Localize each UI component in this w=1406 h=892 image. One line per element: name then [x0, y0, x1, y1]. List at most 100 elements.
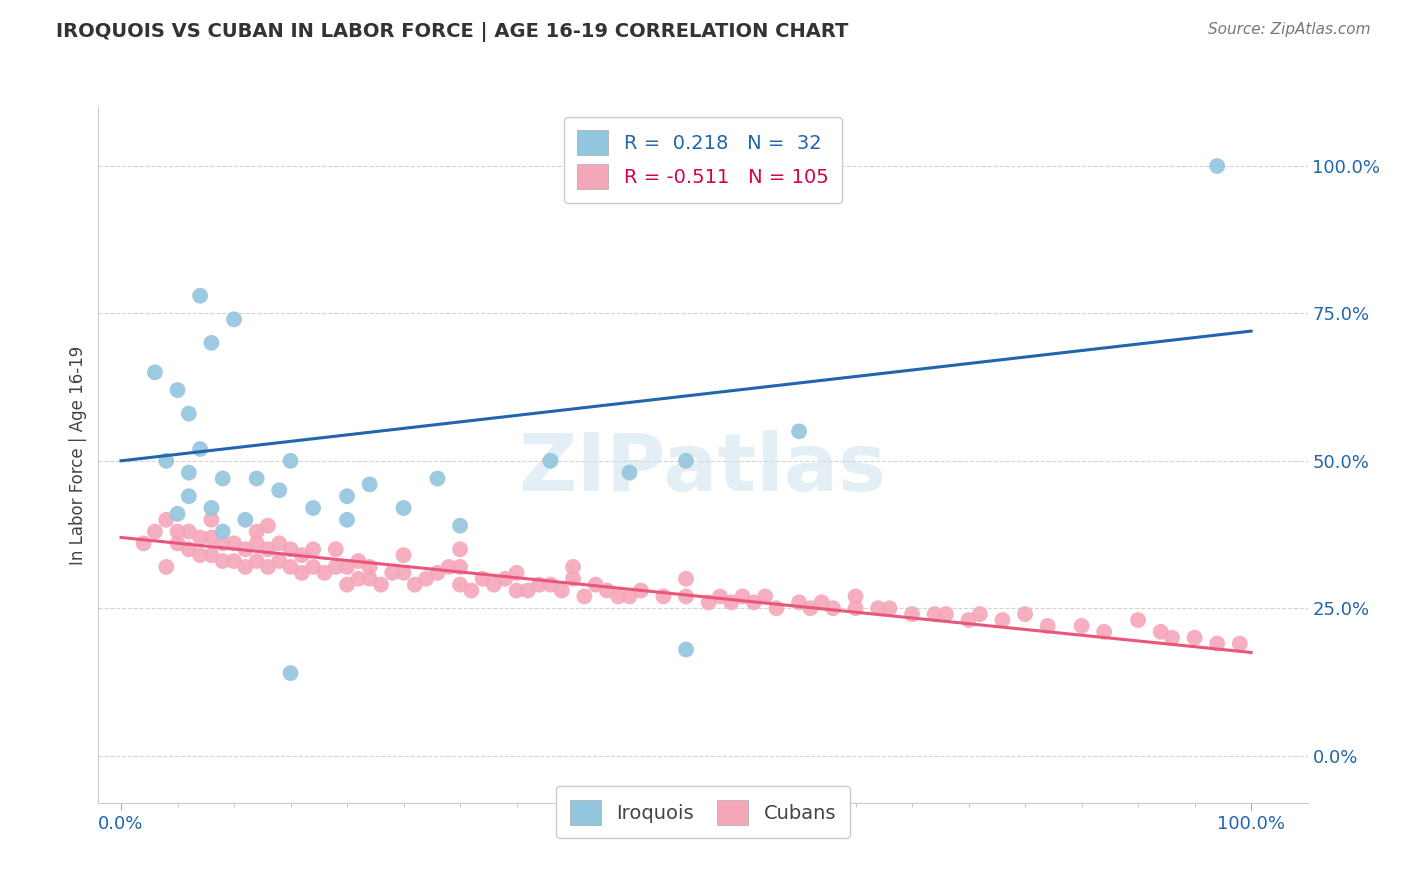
- Point: [1014, 607, 1036, 621]
- Point: [845, 601, 868, 615]
- Point: [359, 560, 381, 574]
- Point: [166, 383, 188, 397]
- Point: [879, 601, 901, 615]
- Point: [392, 548, 415, 562]
- Point: [336, 513, 359, 527]
- Point: [166, 507, 188, 521]
- Point: [924, 607, 946, 621]
- Point: [765, 601, 787, 615]
- Point: [1150, 624, 1173, 639]
- Point: [1206, 637, 1229, 651]
- Point: [246, 536, 269, 550]
- Point: [336, 577, 359, 591]
- Point: [257, 542, 280, 557]
- Point: [494, 572, 516, 586]
- Point: [177, 524, 200, 539]
- Point: [845, 590, 868, 604]
- Point: [257, 518, 280, 533]
- Point: [787, 595, 810, 609]
- Point: [516, 583, 538, 598]
- Point: [787, 425, 810, 439]
- Point: [449, 542, 471, 557]
- Point: [392, 500, 415, 515]
- Point: [754, 590, 776, 604]
- Point: [302, 542, 325, 557]
- Point: [143, 365, 166, 379]
- Point: [821, 601, 844, 615]
- Point: [280, 666, 302, 681]
- Point: [460, 583, 482, 598]
- Point: [675, 454, 697, 468]
- Point: [675, 572, 697, 586]
- Point: [302, 500, 325, 515]
- Point: [347, 554, 370, 568]
- Point: [449, 518, 471, 533]
- Point: [505, 566, 527, 580]
- Point: [314, 566, 336, 580]
- Point: [200, 513, 222, 527]
- Point: [810, 595, 832, 609]
- Point: [359, 477, 381, 491]
- Point: [222, 554, 245, 568]
- Point: [336, 560, 359, 574]
- Point: [336, 489, 359, 503]
- Point: [233, 513, 256, 527]
- Point: [799, 601, 821, 615]
- Point: [709, 590, 731, 604]
- Point: [325, 560, 347, 574]
- Point: [415, 572, 437, 586]
- Point: [1184, 631, 1206, 645]
- Point: [619, 590, 641, 604]
- Point: [155, 560, 177, 574]
- Point: [269, 536, 291, 550]
- Point: [426, 471, 449, 485]
- Point: [246, 471, 269, 485]
- Point: [347, 572, 370, 586]
- Point: [188, 289, 211, 303]
- Point: [370, 577, 392, 591]
- Point: [166, 524, 188, 539]
- Point: [200, 531, 222, 545]
- Point: [562, 560, 585, 574]
- Point: [1206, 159, 1229, 173]
- Point: [269, 554, 291, 568]
- Point: [166, 536, 188, 550]
- Point: [404, 577, 426, 591]
- Text: Source: ZipAtlas.com: Source: ZipAtlas.com: [1208, 22, 1371, 37]
- Point: [1036, 619, 1059, 633]
- Point: [527, 577, 550, 591]
- Point: [233, 560, 256, 574]
- Point: [155, 454, 177, 468]
- Point: [359, 572, 381, 586]
- Point: [211, 536, 233, 550]
- Point: [868, 601, 890, 615]
- Point: [585, 577, 607, 591]
- Point: [991, 613, 1014, 627]
- Point: [449, 577, 471, 591]
- Point: [211, 524, 233, 539]
- Point: [280, 454, 302, 468]
- Point: [200, 335, 222, 350]
- Point: [222, 536, 245, 550]
- Point: [200, 500, 222, 515]
- Point: [1229, 637, 1251, 651]
- Point: [188, 442, 211, 456]
- Point: [731, 590, 754, 604]
- Point: [291, 566, 314, 580]
- Legend: Iroquois, Cubans: Iroquois, Cubans: [555, 786, 851, 838]
- Point: [1126, 613, 1149, 627]
- Point: [177, 407, 200, 421]
- Point: [188, 548, 211, 562]
- Point: [720, 595, 742, 609]
- Point: [562, 572, 585, 586]
- Point: [177, 489, 200, 503]
- Point: [257, 560, 280, 574]
- Point: [607, 590, 630, 604]
- Point: [449, 560, 471, 574]
- Point: [280, 542, 302, 557]
- Point: [901, 607, 924, 621]
- Point: [325, 542, 347, 557]
- Point: [381, 566, 404, 580]
- Point: [675, 642, 697, 657]
- Point: [574, 590, 596, 604]
